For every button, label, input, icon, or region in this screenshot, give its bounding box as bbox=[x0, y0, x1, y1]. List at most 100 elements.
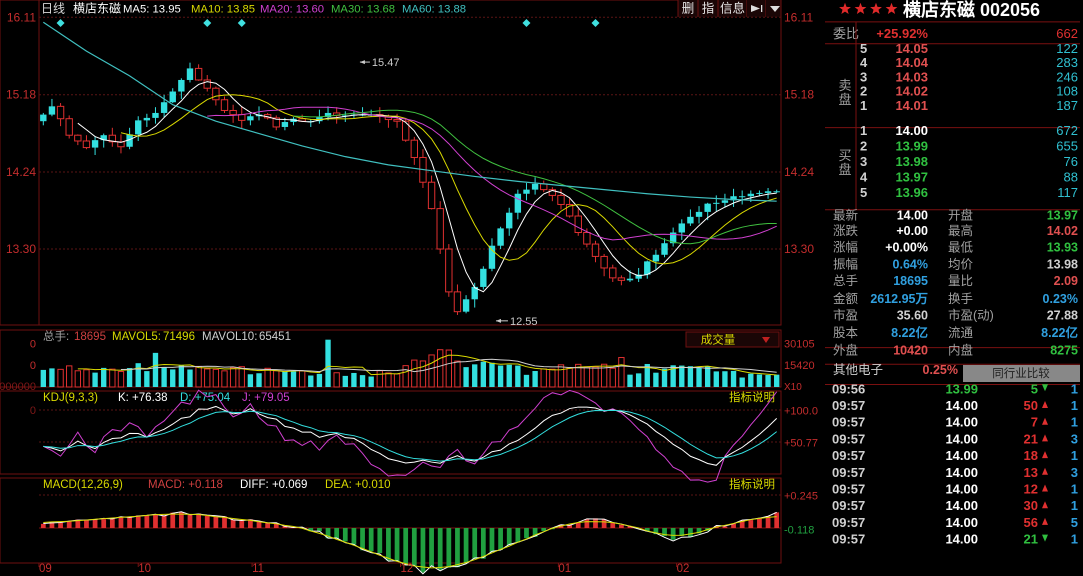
svg-text:14.24: 14.24 bbox=[6, 165, 36, 179]
svg-text:15.18: 15.18 bbox=[6, 88, 36, 102]
svg-text:13: 13 bbox=[1024, 465, 1038, 480]
svg-text:50: 50 bbox=[1024, 398, 1038, 413]
svg-text:成交量: 成交量 bbox=[701, 333, 736, 347]
svg-text:卖: 卖 bbox=[838, 78, 851, 93]
svg-text:16.11: 16.11 bbox=[784, 10, 813, 24]
svg-text:0: 0 bbox=[30, 405, 36, 417]
svg-text:最低: 最低 bbox=[948, 241, 974, 255]
svg-text:MAVOL5:: MAVOL5: bbox=[112, 331, 161, 343]
svg-text:655: 655 bbox=[1056, 138, 1078, 153]
svg-text:信息: 信息 bbox=[720, 0, 745, 15]
svg-text:MA20: 13.60: MA20: 13.60 bbox=[260, 4, 324, 16]
svg-text:09: 09 bbox=[39, 563, 52, 575]
svg-text:12: 12 bbox=[401, 563, 414, 575]
svg-text:14.04: 14.04 bbox=[895, 55, 928, 70]
svg-text:13.97: 13.97 bbox=[895, 169, 928, 184]
svg-text:其他电子: 其他电子 bbox=[833, 363, 883, 377]
svg-text:13.99: 13.99 bbox=[895, 138, 928, 153]
svg-text:4: 4 bbox=[860, 169, 868, 184]
svg-text:14.00: 14.00 bbox=[897, 209, 928, 223]
svg-text:108: 108 bbox=[1056, 84, 1078, 99]
svg-text:5: 5 bbox=[1031, 381, 1038, 396]
svg-text:13.93: 13.93 bbox=[1047, 241, 1078, 255]
svg-text:+50.77: +50.77 bbox=[784, 438, 818, 450]
svg-text:1: 1 bbox=[860, 123, 867, 138]
svg-text:5: 5 bbox=[860, 185, 867, 200]
svg-text:35.60: 35.60 bbox=[897, 309, 928, 323]
svg-text:16.11: 16.11 bbox=[7, 10, 36, 24]
svg-text:13.98: 13.98 bbox=[895, 154, 928, 169]
svg-text:涨跌: 涨跌 bbox=[833, 223, 859, 238]
svg-text:09:57: 09:57 bbox=[832, 482, 865, 497]
svg-text:2: 2 bbox=[860, 84, 867, 99]
svg-text:外盘: 外盘 bbox=[833, 342, 858, 357]
svg-text:14.00: 14.00 bbox=[945, 482, 978, 497]
svg-text:000000: 000000 bbox=[0, 381, 36, 393]
svg-text:27.88: 27.88 bbox=[1047, 309, 1078, 323]
svg-text:总手:: 总手: bbox=[43, 329, 69, 343]
svg-text:金额: 金额 bbox=[833, 291, 859, 306]
svg-text:内盘: 内盘 bbox=[948, 342, 973, 357]
svg-text:14.00: 14.00 bbox=[945, 431, 978, 446]
svg-text:+0.00%: +0.00% bbox=[885, 241, 928, 255]
svg-text:2.09: 2.09 bbox=[1054, 274, 1078, 288]
svg-text:3: 3 bbox=[1071, 465, 1078, 480]
svg-text:14.00: 14.00 bbox=[895, 123, 928, 138]
svg-text:删: 删 bbox=[682, 1, 695, 15]
svg-text:X10: X10 bbox=[784, 382, 802, 393]
svg-text:02: 02 bbox=[677, 563, 690, 575]
svg-text:30: 30 bbox=[1024, 498, 1038, 513]
svg-text:8.22亿: 8.22亿 bbox=[1041, 325, 1078, 340]
svg-text:09:57: 09:57 bbox=[832, 515, 865, 530]
svg-text:09:57: 09:57 bbox=[832, 431, 865, 446]
svg-text:14.00: 14.00 bbox=[945, 532, 978, 547]
svg-text:D: +75.04: D: +75.04 bbox=[180, 392, 231, 404]
svg-text:14.00: 14.00 bbox=[945, 515, 978, 530]
svg-text:21: 21 bbox=[1024, 532, 1038, 547]
svg-text:1: 1 bbox=[1071, 415, 1078, 430]
svg-text:7: 7 bbox=[1031, 415, 1038, 430]
svg-text:187: 187 bbox=[1056, 98, 1078, 113]
svg-text:71496: 71496 bbox=[163, 331, 195, 343]
svg-text:662: 662 bbox=[1056, 26, 1078, 41]
svg-text:09:57: 09:57 bbox=[832, 532, 865, 547]
svg-text:0: 0 bbox=[30, 339, 36, 351]
svg-text:1: 1 bbox=[1071, 398, 1078, 413]
svg-text:+25.92%: +25.92% bbox=[876, 26, 928, 41]
svg-text:4: 4 bbox=[860, 55, 868, 70]
svg-text:+0.245: +0.245 bbox=[784, 491, 818, 503]
svg-text:3: 3 bbox=[860, 69, 867, 84]
svg-text:8275: 8275 bbox=[1050, 343, 1078, 357]
svg-text:8.22亿: 8.22亿 bbox=[891, 325, 928, 340]
svg-text:1: 1 bbox=[1071, 498, 1078, 513]
svg-text:+0.00: +0.00 bbox=[896, 224, 928, 238]
svg-text:3: 3 bbox=[860, 154, 867, 169]
svg-text:J: +79.05: J: +79.05 bbox=[242, 392, 290, 404]
svg-text:30105: 30105 bbox=[784, 339, 815, 351]
svg-text:14.05: 14.05 bbox=[895, 41, 928, 56]
svg-text:14.24: 14.24 bbox=[784, 165, 814, 179]
svg-text:指标说明: 指标说明 bbox=[729, 477, 775, 491]
svg-text:量比: 量比 bbox=[948, 274, 973, 288]
svg-text:同行业比较: 同行业比较 bbox=[992, 366, 1050, 380]
svg-text:14.00: 14.00 bbox=[945, 415, 978, 430]
svg-text:MACD: +0.118: MACD: +0.118 bbox=[148, 479, 223, 491]
svg-text:市盈: 市盈 bbox=[833, 308, 858, 323]
svg-text:总手: 总手 bbox=[833, 274, 858, 288]
svg-text:09:56: 09:56 bbox=[832, 381, 865, 396]
svg-text:117: 117 bbox=[1057, 185, 1078, 200]
svg-text:122: 122 bbox=[1056, 41, 1078, 56]
svg-text:13.30: 13.30 bbox=[784, 242, 814, 256]
svg-text:MA10: 13.85: MA10: 13.85 bbox=[191, 4, 255, 16]
svg-text:市盈(动): 市盈(动) bbox=[948, 308, 994, 323]
svg-text:1: 1 bbox=[1071, 381, 1078, 396]
svg-text:0.23%: 0.23% bbox=[1043, 292, 1078, 306]
svg-text:+100.0: +100.0 bbox=[784, 406, 818, 418]
svg-text:0.25%: 0.25% bbox=[923, 363, 958, 377]
svg-text:股本: 股本 bbox=[833, 326, 859, 340]
svg-text:涨幅: 涨幅 bbox=[833, 240, 858, 255]
svg-text:指标说明: 指标说明 bbox=[729, 390, 775, 404]
svg-text:14.00: 14.00 bbox=[945, 465, 978, 480]
svg-text:K: +76.38: K: +76.38 bbox=[118, 392, 168, 404]
svg-text:13.99: 13.99 bbox=[945, 381, 978, 396]
